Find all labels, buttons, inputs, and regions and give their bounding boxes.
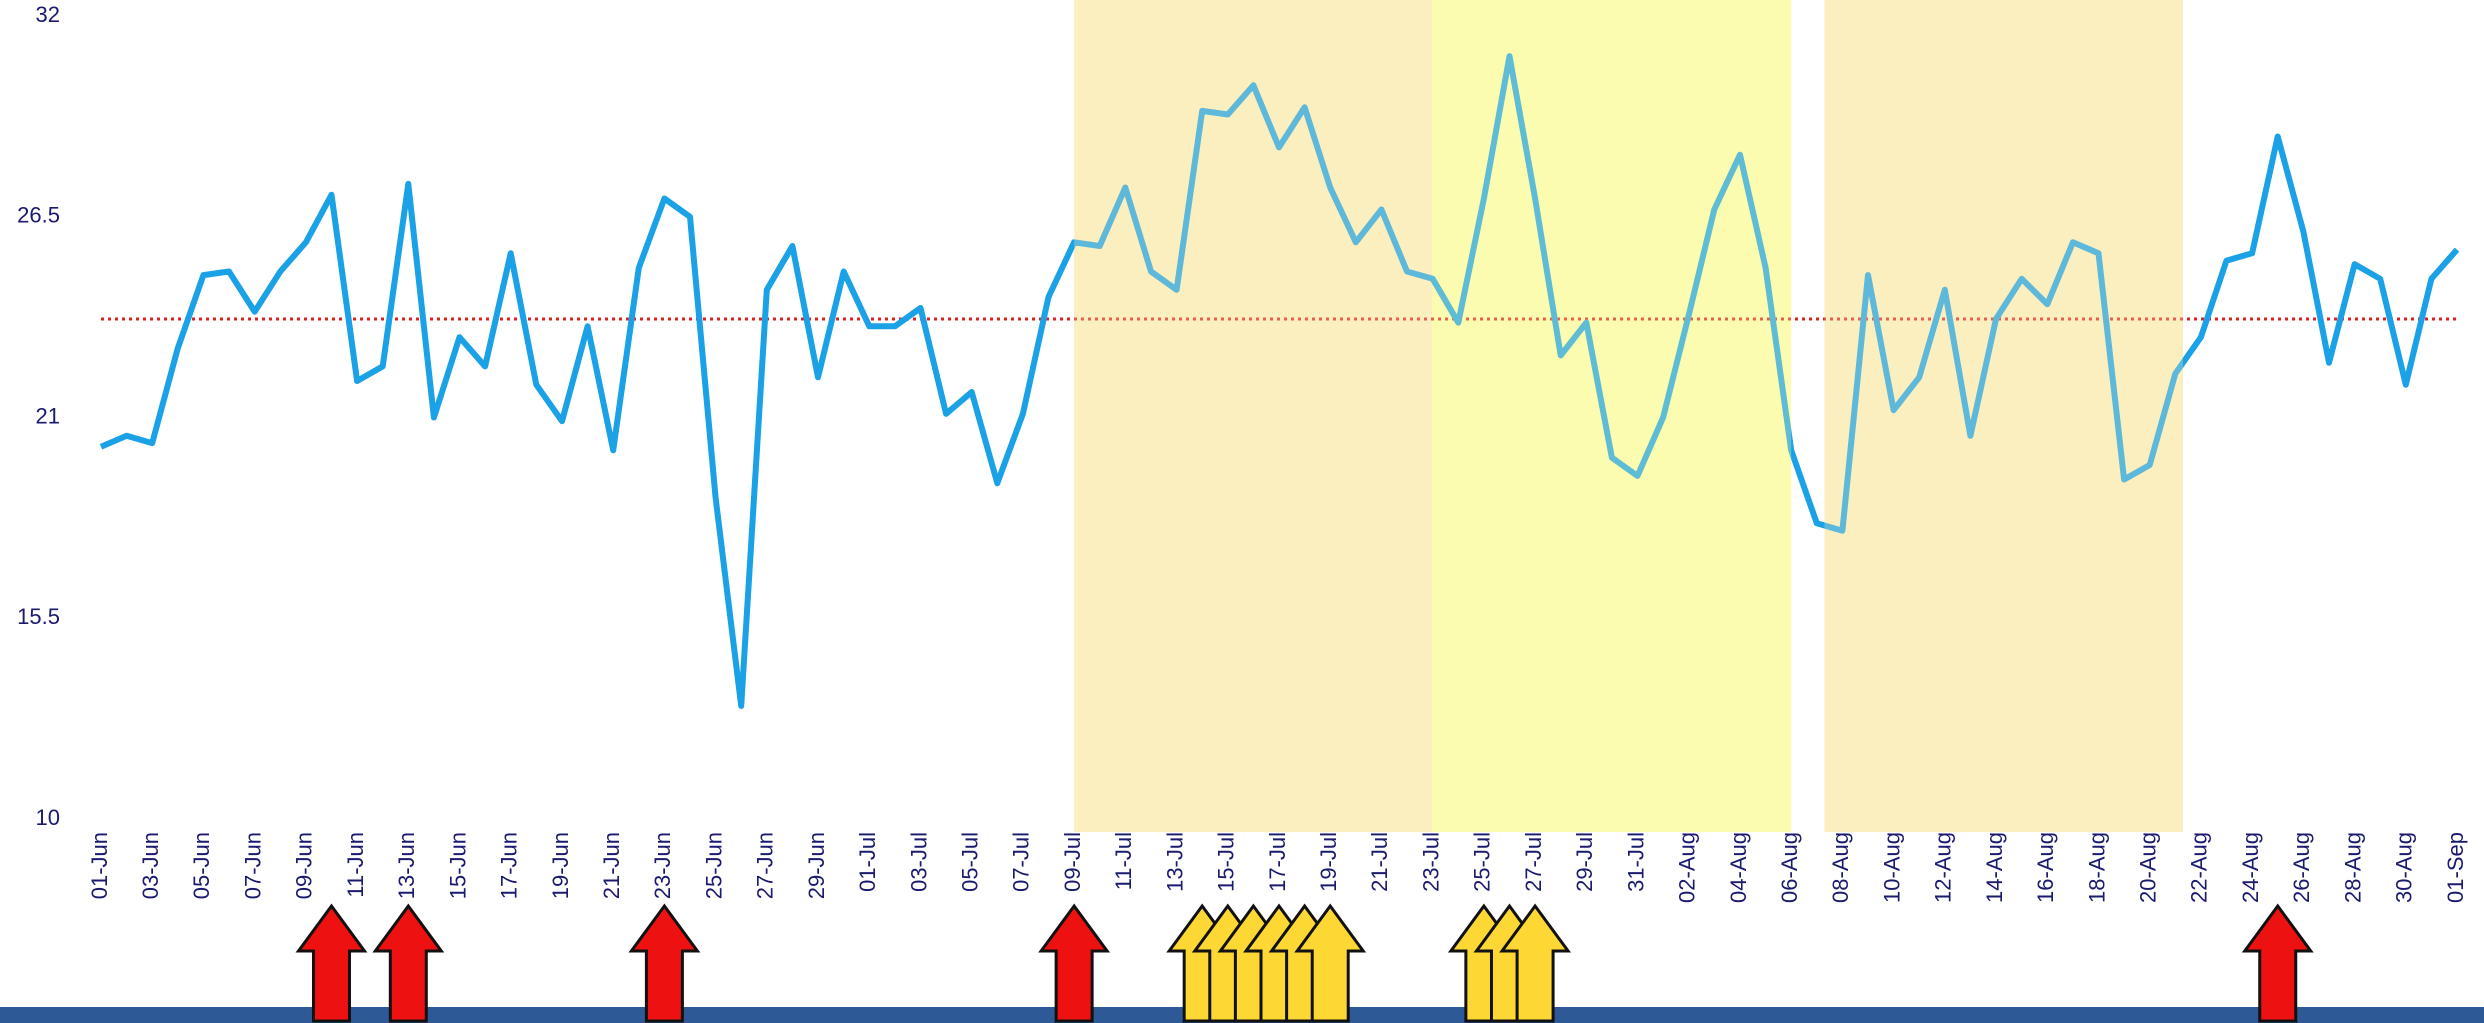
x-tick-label: 27-Jun: [753, 832, 778, 899]
x-tick-label: 22-Aug: [2187, 832, 2212, 903]
x-tick-label: 25-Jul: [1470, 832, 1495, 892]
x-tick-label: 30-Aug: [2392, 832, 2417, 903]
x-tick-label: 08-Aug: [1828, 832, 1853, 903]
y-tick-label: 15.5: [17, 604, 60, 629]
x-tick-label: 11-Jul: [1111, 832, 1136, 890]
event-arrow: [1294, 903, 1367, 1023]
x-tick-label: 11-Jun: [343, 832, 368, 898]
x-tick-label: 31-Jul: [1623, 832, 1648, 892]
y-tick-label: 10: [36, 805, 60, 830]
x-tick-label: 04-Aug: [1726, 832, 1751, 903]
event-arrow: [2241, 903, 2314, 1023]
x-tick-label: 28-Aug: [2340, 832, 2365, 903]
shaded-range: [1074, 0, 1433, 832]
x-tick-label: 12-Aug: [1931, 832, 1956, 903]
x-tick-label: 26-Aug: [2289, 832, 2314, 903]
event-arrow: [372, 903, 445, 1023]
x-tick-label: 29-Jul: [1572, 832, 1597, 892]
x-tick-label: 05-Jul: [958, 832, 983, 892]
x-tick-label: 20-Aug: [2136, 832, 2161, 903]
x-tick-label: 25-Jun: [701, 832, 726, 899]
x-tick-label: 09-Jul: [1060, 832, 1085, 892]
event-arrow: [295, 903, 368, 1023]
x-tick-label: 01-Jul: [855, 832, 880, 892]
x-tick-label: 21-Jun: [599, 832, 624, 899]
event-arrow: [628, 903, 701, 1023]
x-tick-label: 15-Jul: [1214, 832, 1239, 892]
x-tick-label: 03-Jul: [906, 832, 931, 892]
event-arrow: [1499, 903, 1572, 1023]
x-tick-label: 13-Jul: [1162, 832, 1187, 892]
y-tick-label: 32: [36, 2, 60, 27]
event-arrow: [1038, 903, 1111, 1023]
x-tick-label: 03-Jun: [138, 832, 163, 899]
x-tick-label: 05-Jun: [189, 832, 214, 899]
x-tick-label: 10-Aug: [1879, 832, 1904, 903]
x-tick-label: 23-Jun: [650, 832, 675, 899]
shaded-range: [1432, 0, 1792, 832]
x-tick-label: 15-Jun: [445, 832, 470, 899]
x-tick-label: 29-Jun: [804, 832, 829, 899]
x-tick-label: 07-Jul: [1009, 832, 1034, 892]
x-tick-label: 02-Aug: [1675, 832, 1700, 903]
x-tick-label: 19-Jul: [1316, 832, 1341, 892]
x-tick-label: 21-Jul: [1367, 832, 1392, 892]
x-tick-label: 09-Jun: [292, 832, 317, 899]
shaded-range: [1824, 0, 2183, 832]
x-tick-label: 01-Sep: [2443, 832, 2468, 903]
x-tick-label: 24-Aug: [2238, 832, 2263, 903]
shaded-range: [1824, 0, 2183, 832]
x-tick-label: 06-Aug: [1777, 832, 1802, 903]
x-tick-label: 13-Jun: [394, 832, 419, 899]
x-tick-label: 19-Jun: [548, 832, 573, 899]
x-tick-label: 14-Aug: [1982, 832, 2007, 903]
x-tick-label: 17-Jun: [497, 832, 522, 899]
data-line: [99, 53, 2460, 709]
y-tick-label: 21: [36, 403, 60, 428]
x-tick-label: 27-Jul: [1521, 832, 1546, 892]
x-tick-label: 23-Jul: [1418, 832, 1443, 892]
x-tick-label: 18-Aug: [2084, 832, 2109, 903]
y-tick-label: 26.5: [17, 203, 60, 228]
x-tick-label: 16-Aug: [2033, 832, 2058, 903]
x-tick-label: 17-Jul: [1265, 832, 1290, 892]
x-tick-label: 07-Jun: [240, 832, 265, 899]
shaded-range: [1074, 0, 1433, 832]
x-tick-label: 01-Jun: [87, 832, 112, 899]
